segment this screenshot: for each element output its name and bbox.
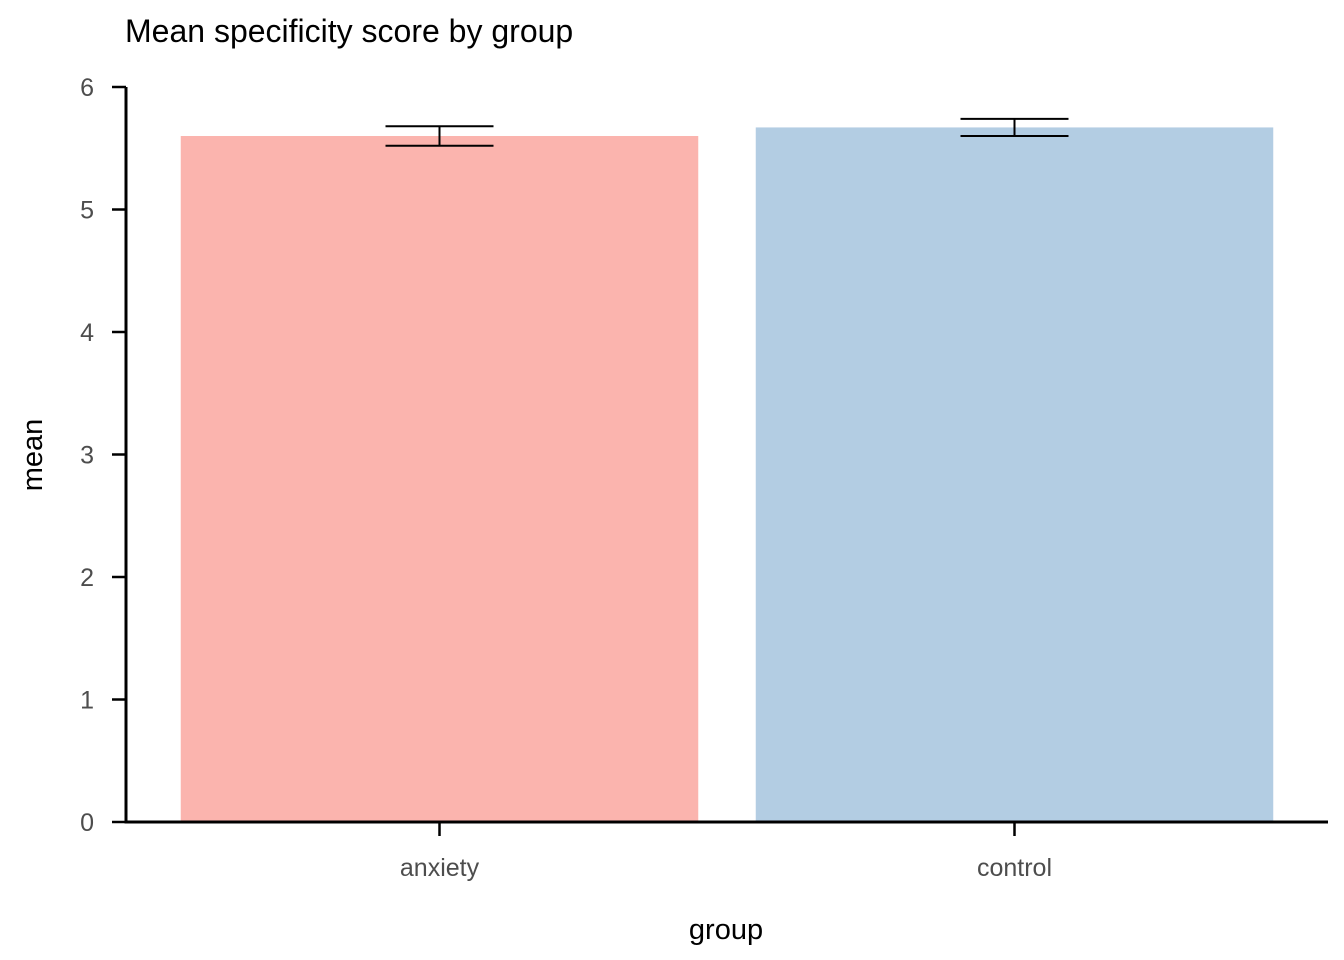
y-tick-label-1: 1 — [80, 687, 94, 715]
x-tick-label-control: control — [977, 854, 1052, 882]
x-axis-title: group — [689, 914, 763, 946]
bar-anxiety — [180, 136, 699, 822]
chart-title: Mean specificity score by group — [125, 13, 573, 49]
y-axis-title: mean — [17, 419, 49, 492]
bar-control — [755, 127, 1274, 823]
bars-layer — [180, 127, 1274, 823]
y-tick-label-5: 5 — [80, 197, 94, 225]
error-bar-control — [960, 117, 1069, 137]
y-tick-label-4: 4 — [80, 319, 94, 347]
axes-layer: anxiety control 0 1 2 3 4 5 6 — [80, 74, 1328, 882]
x-tick-label-anxiety: anxiety — [400, 854, 480, 882]
y-tick-label-2: 2 — [80, 564, 94, 592]
error-bars-layer — [385, 117, 1069, 147]
y-tick-label-0: 0 — [80, 809, 94, 837]
y-tick-label-3: 3 — [80, 442, 94, 470]
error-bar-anxiety — [385, 125, 494, 147]
y-tick-label-6: 6 — [80, 74, 94, 102]
